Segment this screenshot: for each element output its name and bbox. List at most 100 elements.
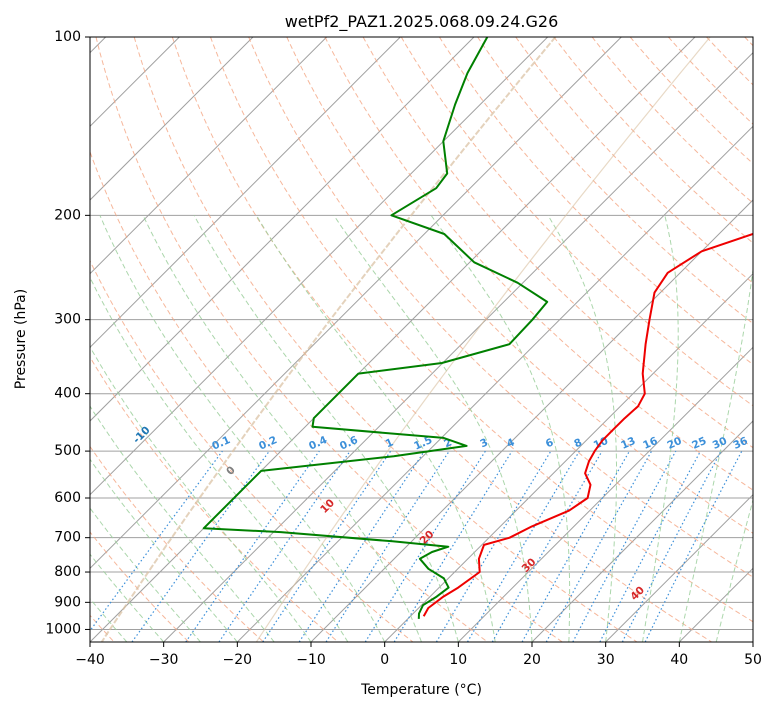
mixing-ratio-label: 20 bbox=[665, 435, 683, 452]
dry-adiabat-line bbox=[286, 37, 753, 534]
x-tick-label: 20 bbox=[523, 652, 541, 668]
isotherm-line bbox=[90, 37, 401, 349]
y-tick-label: 300 bbox=[54, 312, 81, 328]
mixing-ratio-line bbox=[393, 450, 513, 642]
dry-adiabat-line bbox=[248, 37, 753, 578]
mixing-ratio-label: 16 bbox=[641, 435, 659, 452]
moist-adiabat-line bbox=[642, 215, 679, 642]
moist-adiabat-line bbox=[715, 498, 753, 642]
temperature-profile-line bbox=[422, 232, 753, 617]
mixing-ratio-line bbox=[185, 450, 320, 642]
moist-adiabat-line bbox=[90, 507, 201, 642]
moist-adiabat-line bbox=[90, 553, 165, 642]
dry-adiabat-line bbox=[438, 37, 753, 366]
dry-adiabat-line bbox=[324, 37, 753, 491]
mixing-ratio-lines bbox=[90, 450, 743, 642]
mixing-ratio-line bbox=[90, 450, 223, 632]
moist-adiabat-line bbox=[90, 458, 238, 642]
dry-adiabat-line bbox=[362, 37, 753, 449]
dewpoint-profile-line bbox=[202, 37, 549, 619]
x-tick-label: −20 bbox=[223, 652, 253, 668]
x-tick-label: 0 bbox=[380, 652, 389, 668]
y-tick-label: 200 bbox=[54, 207, 81, 223]
isotherm-line bbox=[457, 346, 753, 642]
isotherm-line bbox=[90, 37, 328, 275]
x-tick-label: 50 bbox=[744, 652, 762, 668]
mixing-ratio-line bbox=[572, 450, 677, 642]
moist-adiabat-line bbox=[678, 265, 753, 642]
y-tick-label: 500 bbox=[54, 443, 81, 459]
dry-adiabat-line bbox=[210, 37, 753, 623]
dry-adiabat-line bbox=[95, 37, 563, 642]
plot-frame bbox=[89, 36, 754, 643]
y-axis-title: Pressure (hPa) bbox=[13, 289, 29, 389]
freezing-level-curves bbox=[100, 37, 711, 642]
y-tick-label: 800 bbox=[54, 564, 81, 580]
dry-adiabat-line bbox=[553, 37, 753, 244]
isotherm-line bbox=[163, 51, 753, 642]
mixing-ratio-label: 6 bbox=[544, 436, 556, 450]
mixing-ratio-label: 3 bbox=[478, 436, 490, 450]
y-tick-label: 700 bbox=[54, 530, 81, 546]
freezing-curve bbox=[100, 37, 557, 642]
dry-adiabat-line bbox=[90, 259, 414, 642]
dry-adiabat-line bbox=[171, 37, 712, 642]
isotherm-line bbox=[90, 37, 549, 496]
x-tick-label: −30 bbox=[149, 652, 179, 668]
y-tick-label: 400 bbox=[54, 386, 81, 402]
x-tick-label: 40 bbox=[670, 652, 688, 668]
mixing-ratio-label: 36 bbox=[731, 435, 749, 452]
dry-adiabat-line bbox=[515, 37, 753, 284]
moist-adiabat-line bbox=[99, 215, 386, 642]
mixing-ratio-line bbox=[298, 450, 425, 642]
mixing-ratio-line bbox=[545, 450, 653, 642]
x-tick-label: −40 bbox=[75, 652, 105, 668]
mixing-ratio-line bbox=[325, 450, 450, 642]
chart-title: wetPf2_PAZ1.2025.068.09.24.G26 bbox=[285, 12, 559, 32]
y-tick-label: 600 bbox=[54, 490, 81, 506]
mixing-ratio-label: 8 bbox=[572, 436, 584, 450]
grid-lines bbox=[90, 37, 753, 642]
mixing-ratio-label: 30 bbox=[711, 435, 729, 452]
reference-curve bbox=[255, 37, 711, 642]
mixing-ratio-label: 4 bbox=[505, 436, 517, 450]
x-axis-title: Temperature (°C) bbox=[360, 682, 482, 698]
mixing-ratio-label: 2 bbox=[442, 436, 454, 450]
moist-adiabat-line bbox=[193, 215, 459, 642]
mixing-ratio-line bbox=[131, 450, 270, 642]
isotherm-line bbox=[384, 272, 753, 642]
y-tick-label: 900 bbox=[54, 594, 81, 610]
isotherm-line bbox=[90, 37, 622, 570]
axes: −40 −30 −20 −10 0 10 20 30 40 50 100 200 300 400 500 60… bbox=[45, 29, 762, 668]
mixing-ratio-label: 1 bbox=[384, 436, 396, 450]
dry-adiabat-line bbox=[400, 37, 753, 407]
x-tick-label: 30 bbox=[597, 652, 615, 668]
moist-adiabats bbox=[90, 215, 753, 642]
moist-adiabat-line bbox=[547, 215, 617, 642]
mixing-ratio-label: 13 bbox=[619, 435, 637, 452]
y-tick-label: 1000 bbox=[45, 621, 81, 637]
mixing-ratio-line bbox=[644, 450, 743, 642]
sounding-series bbox=[202, 37, 753, 619]
moist-adiabat-line bbox=[142, 215, 422, 642]
x-tick-label: −10 bbox=[296, 652, 326, 668]
mixing-ratio-line bbox=[262, 450, 392, 642]
isotherm-line bbox=[90, 37, 475, 422]
moist-adiabat-line bbox=[90, 597, 128, 642]
moist-adiabat-line bbox=[430, 215, 571, 642]
plot-area: 0.10.20.40.611.52346810131620253036-100-… bbox=[90, 37, 753, 642]
mixing-ratio-line bbox=[521, 450, 631, 642]
dry-adiabat-line bbox=[629, 37, 753, 165]
moist-adiabat-line bbox=[90, 345, 312, 642]
x-tick-label: 10 bbox=[449, 652, 467, 668]
isotherm-line bbox=[605, 493, 753, 642]
moist-adiabat-line bbox=[255, 215, 496, 642]
mixing-ratio-label: 25 bbox=[690, 435, 708, 452]
mixing-ratio-line bbox=[218, 450, 351, 642]
isotherm-line bbox=[236, 125, 753, 642]
dry-adiabat-line bbox=[90, 445, 264, 642]
y-tick-label: 100 bbox=[54, 29, 81, 45]
dry-adiabat-line bbox=[133, 37, 638, 642]
